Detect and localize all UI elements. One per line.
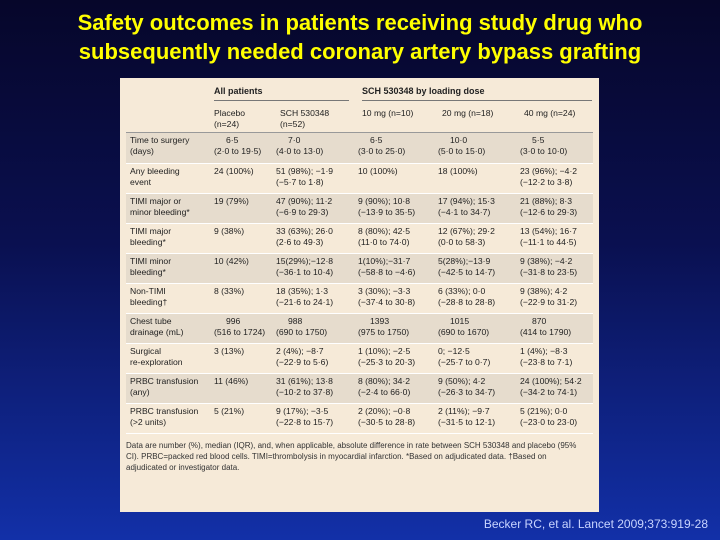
table-cell: 9 (90%); 10·8 (−13·9 to 35·5) [358,193,438,224]
table-row: TIMI major or minor bleeding* 19 (79%) 47 (… [126,193,593,224]
table-cell: 51 (98%); −1·9 (−5·7 to 1·8) [276,163,358,194]
table-cell: 12 (67%); 29·2 (0·0 to 58·3) [438,223,520,254]
table-cell: 10 (100%) [358,163,438,194]
table-cell: 988 (690 to 1750) [276,313,358,344]
table-row: TIMI minor bleeding* 10 (42%) 15(29%);−12·8… [126,253,593,284]
table-cell: 9 (38%); −4·2 (−31·8 to 23·5) [520,253,593,284]
table-cell: 5(28%);−13·9 (−42·5 to 14·7) [438,253,520,284]
table-cell: 24 (100%) [210,163,276,194]
table-row: Chest tube drainage (mL) 996 (516 to 1724) 9… [126,313,593,344]
table-cell: 9 (50%); 4·2 (−26·3 to 34·7) [438,373,520,404]
table-cell: 33 (63%); 26·0 (2·6 to 49·3) [276,223,358,254]
title-line-2: subsequently needed coronary artery bypa… [78,39,642,64]
table-cell: 31 (61%); 13·8 (−10·2 to 37·8) [276,373,358,404]
row-label: Any bleeding event [126,163,210,194]
table-row: Time to surgery (days) 6·5 (2·0 to 19·5) 7·0… [126,133,593,164]
table-cell: 2 (4%); −8·7 (−22·9 to 5·6) [276,343,358,374]
table-row: PRBC transfusion (>2 units) 5 (21%) 9 (17%)… [126,403,593,434]
table-cell: 9 (38%); 4·2 (−22·9 to 31·2) [520,283,593,314]
table-cell: 7·0 (4·0 to 13·0) [276,133,358,164]
column-header-sch: SCH 530348 (n=52) [280,108,330,129]
row-label: Chest tube drainage (mL) [126,313,210,344]
table-cell: 47 (90%); 11·2 (−6·9 to 29·3) [276,193,358,224]
column-header-40mg: 40 mg (n=24) [524,108,576,118]
citation: Becker RC, et al. Lancet 2009;373:919-28 [483,517,708,531]
table-cell: 2 (20%); −0·8 (−30·5 to 28·8) [358,403,438,434]
table-cell: 8 (80%); 42·5 (11·0 to 74·0) [358,223,438,254]
row-label: TIMI minor bleeding* [126,253,210,284]
group-header-all-patients: All patients [214,86,263,96]
group-rule-all [214,100,349,101]
table-cell: 5 (21%) [210,403,276,434]
row-label: PRBC transfusion (>2 units) [126,403,210,434]
outcomes-table: Time to surgery (days) 6·5 (2·0 to 19·5) 7·0… [126,133,593,434]
table-cell: 1 (10%); −2·5 (−25·3 to 20·3) [358,343,438,374]
table-row: TIMI major bleeding* 9 (38%) 33 (63%); 26·0… [126,223,593,254]
table-row: PRBC transfusion (any) 11 (46%) 31 (61%); 1… [126,373,593,404]
table-row: Any bleeding event 24 (100%) 51 (98%); −1·9… [126,163,593,194]
table-cell: 24 (100%); 54·2 (−34·2 to 74·1) [520,373,593,404]
table-cell: 1015 (690 to 1670) [438,313,520,344]
table-cell: 18 (35%); 1·3 (−21·6 to 24·1) [276,283,358,314]
table-cell: 8 (33%) [210,283,276,314]
table-cell: 5 (21%); 0·0 (−23·0 to 23·0) [520,403,593,434]
table-cell: 9 (17%); −3·5 (−22·8 to 15·7) [276,403,358,434]
table-cell: 2 (11%); −9·7 (−31·5 to 12·1) [438,403,520,434]
table-cell: 11 (46%) [210,373,276,404]
table-cell: 10 (42%) [210,253,276,284]
table-cell: 6 (33%); 0·0 (−28·8 to 28·8) [438,283,520,314]
row-label: Time to surgery (days) [126,133,210,164]
table-cell: 6·5 (2·0 to 19·5) [210,133,276,164]
row-label: TIMI major bleeding* [126,223,210,254]
group-header-loading-dose: SCH 530348 by loading dose [362,86,485,96]
column-header-placebo: Placebo (n=24) [214,108,246,129]
table-cell: 23 (96%); −4·2 (−12·2 to 3·8) [520,163,593,194]
table-row: Non-TIMI bleeding† 8 (33%) 18 (35%); 1·3 (−2… [126,283,593,314]
group-rule-dose [362,100,592,101]
table-cell: 1 (4%); −8·3 (−23·8 to 7·1) [520,343,593,374]
table-cell: 17 (94%); 15·3 (−4·1 to 34·7) [438,193,520,224]
row-label: PRBC transfusion (any) [126,373,210,404]
table-cell: 18 (100%) [438,163,520,194]
title-line-1: Safety outcomes in patients receiving st… [77,10,643,35]
table-cell: 13 (54%); 16·7 (−11·1 to 44·5) [520,223,593,254]
table-cell: 870 (414 to 1790) [520,313,593,344]
table-cell: 19 (79%) [210,193,276,224]
table-cell: 8 (80%); 34·2 (−2·4 to 66·0) [358,373,438,404]
table-cell: 5·5 (3·0 to 10·0) [520,133,593,164]
table-header: All patients SCH 530348 by loading dose … [126,78,593,133]
column-header-10mg: 10 mg (n=10) [362,108,414,118]
table-cell: 9 (38%) [210,223,276,254]
column-header-20mg: 20 mg (n=18) [442,108,494,118]
row-label: Non-TIMI bleeding† [126,283,210,314]
table-panel: All patients SCH 530348 by loading dose … [120,78,599,512]
table-cell: 3 (13%) [210,343,276,374]
row-label: Surgical re-exploration [126,343,210,374]
table-cell: 3 (30%); −3·3 (−37·4 to 30·8) [358,283,438,314]
row-label: TIMI major or minor bleeding* [126,193,210,224]
table-cell: 996 (516 to 1724) [210,313,276,344]
table-row: Surgical re-exploration 3 (13%) 2 (4%); −8·… [126,343,593,374]
table-cell: 6·5 (3·0 to 25·0) [358,133,438,164]
table-cell: 1(10%);−31·7 (−58·8 to −4·6) [358,253,438,284]
table-cell: 15(29%);−12·8 (−36·1 to 10·4) [276,253,358,284]
table-footnote: Data are number (%), median (IQR), and, … [126,440,577,472]
table-cell: 0; −12·5 (−25·7 to 0·7) [438,343,520,374]
table-cell: 10·0 (5·0 to 15·0) [438,133,520,164]
table-cell: 1393 (975 to 1750) [358,313,438,344]
slide-title: Safety outcomes in patients receiving st… [0,8,720,66]
table-cell: 21 (88%); 8·3 (−12·6 to 29·3) [520,193,593,224]
